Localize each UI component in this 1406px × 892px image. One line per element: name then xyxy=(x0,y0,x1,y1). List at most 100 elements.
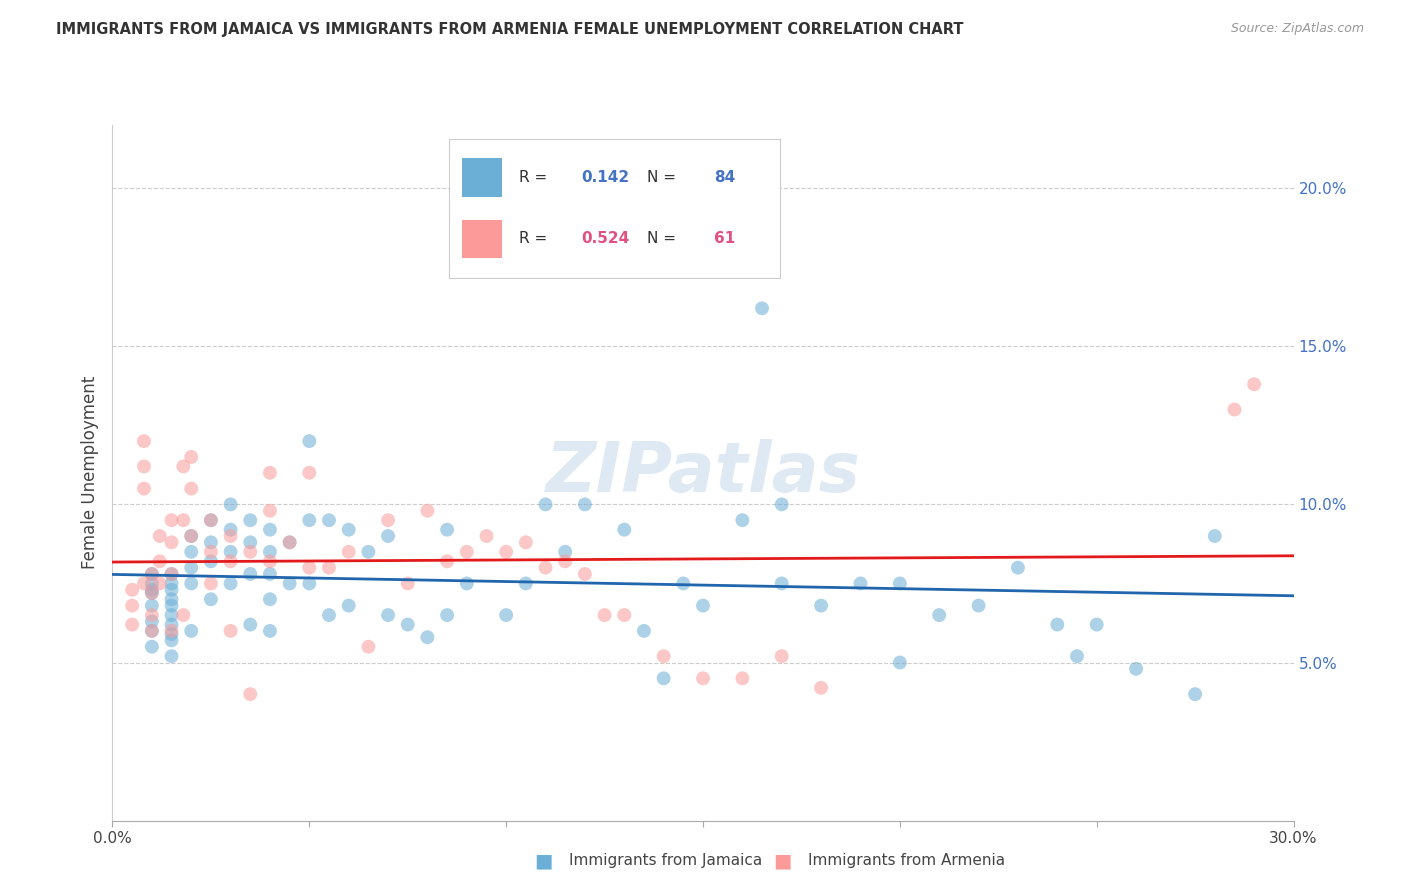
Point xyxy=(160,624,183,638)
Point xyxy=(180,576,202,591)
Y-axis label: Female Unemployment: Female Unemployment xyxy=(80,376,98,569)
Point xyxy=(160,513,183,527)
Point xyxy=(357,545,380,559)
Point xyxy=(160,599,183,613)
Point xyxy=(239,687,262,701)
Point xyxy=(141,586,163,600)
Point xyxy=(160,566,183,581)
Text: ■: ■ xyxy=(773,851,792,871)
Point xyxy=(219,624,242,638)
Point xyxy=(337,523,360,537)
Point xyxy=(396,576,419,591)
Point xyxy=(416,630,439,644)
Point xyxy=(141,640,163,654)
Point xyxy=(180,450,202,464)
Point xyxy=(652,649,675,664)
Point xyxy=(770,576,793,591)
Point xyxy=(515,576,537,591)
Point xyxy=(239,513,262,527)
Point xyxy=(200,576,222,591)
Point xyxy=(849,576,872,591)
Point xyxy=(200,545,222,559)
Point xyxy=(770,649,793,664)
Point xyxy=(1204,529,1226,543)
Point xyxy=(298,466,321,480)
Point xyxy=(1243,377,1265,392)
Point xyxy=(377,608,399,623)
Point xyxy=(259,554,281,568)
Point xyxy=(239,566,262,581)
Point xyxy=(278,535,301,549)
Point xyxy=(1066,649,1088,664)
Point xyxy=(180,529,202,543)
Point xyxy=(121,617,143,632)
Point xyxy=(219,576,242,591)
Point xyxy=(652,671,675,685)
Point xyxy=(278,576,301,591)
Point xyxy=(1007,560,1029,574)
Point xyxy=(141,599,163,613)
Point xyxy=(534,497,557,511)
Point xyxy=(554,554,576,568)
Text: IMMIGRANTS FROM JAMAICA VS IMMIGRANTS FROM ARMENIA FEMALE UNEMPLOYMENT CORRELATI: IMMIGRANTS FROM JAMAICA VS IMMIGRANTS FR… xyxy=(56,22,963,37)
Point xyxy=(180,545,202,559)
Point xyxy=(141,576,163,591)
Point xyxy=(1085,617,1108,632)
Point xyxy=(132,576,155,591)
Point xyxy=(180,624,202,638)
Point xyxy=(149,529,172,543)
Point xyxy=(810,599,832,613)
Point xyxy=(337,545,360,559)
Point xyxy=(200,513,222,527)
Point xyxy=(298,560,321,574)
Point xyxy=(219,497,242,511)
Point xyxy=(160,592,183,607)
Point xyxy=(200,554,222,568)
Text: Source: ZipAtlas.com: Source: ZipAtlas.com xyxy=(1230,22,1364,36)
Point xyxy=(121,599,143,613)
Point xyxy=(160,566,183,581)
Point xyxy=(259,504,281,518)
Point xyxy=(613,608,636,623)
Point xyxy=(180,560,202,574)
Point xyxy=(160,576,183,591)
Point xyxy=(298,513,321,527)
Point xyxy=(160,582,183,597)
Point xyxy=(495,545,517,559)
Point xyxy=(141,608,163,623)
Point xyxy=(149,554,172,568)
Point xyxy=(239,535,262,549)
Point xyxy=(219,523,242,537)
Point xyxy=(141,586,163,600)
Point xyxy=(436,608,458,623)
Point xyxy=(298,576,321,591)
Point xyxy=(239,545,262,559)
Point xyxy=(141,566,163,581)
Point xyxy=(377,529,399,543)
Point xyxy=(278,535,301,549)
Point xyxy=(574,566,596,581)
Point xyxy=(180,482,202,496)
Point xyxy=(259,466,281,480)
Point xyxy=(810,681,832,695)
Text: Immigrants from Jamaica: Immigrants from Jamaica xyxy=(569,854,762,868)
Point xyxy=(141,624,163,638)
Point xyxy=(141,582,163,597)
Point xyxy=(456,576,478,591)
Point xyxy=(692,599,714,613)
Point xyxy=(593,608,616,623)
Point xyxy=(751,301,773,316)
Point xyxy=(219,545,242,559)
Point xyxy=(180,529,202,543)
Point xyxy=(436,523,458,537)
Point xyxy=(239,617,262,632)
Point xyxy=(1125,662,1147,676)
Point xyxy=(396,617,419,632)
Point xyxy=(731,513,754,527)
Point xyxy=(172,608,194,623)
Point xyxy=(259,624,281,638)
Point xyxy=(160,608,183,623)
Point xyxy=(574,497,596,511)
Point xyxy=(200,592,222,607)
Point xyxy=(534,560,557,574)
